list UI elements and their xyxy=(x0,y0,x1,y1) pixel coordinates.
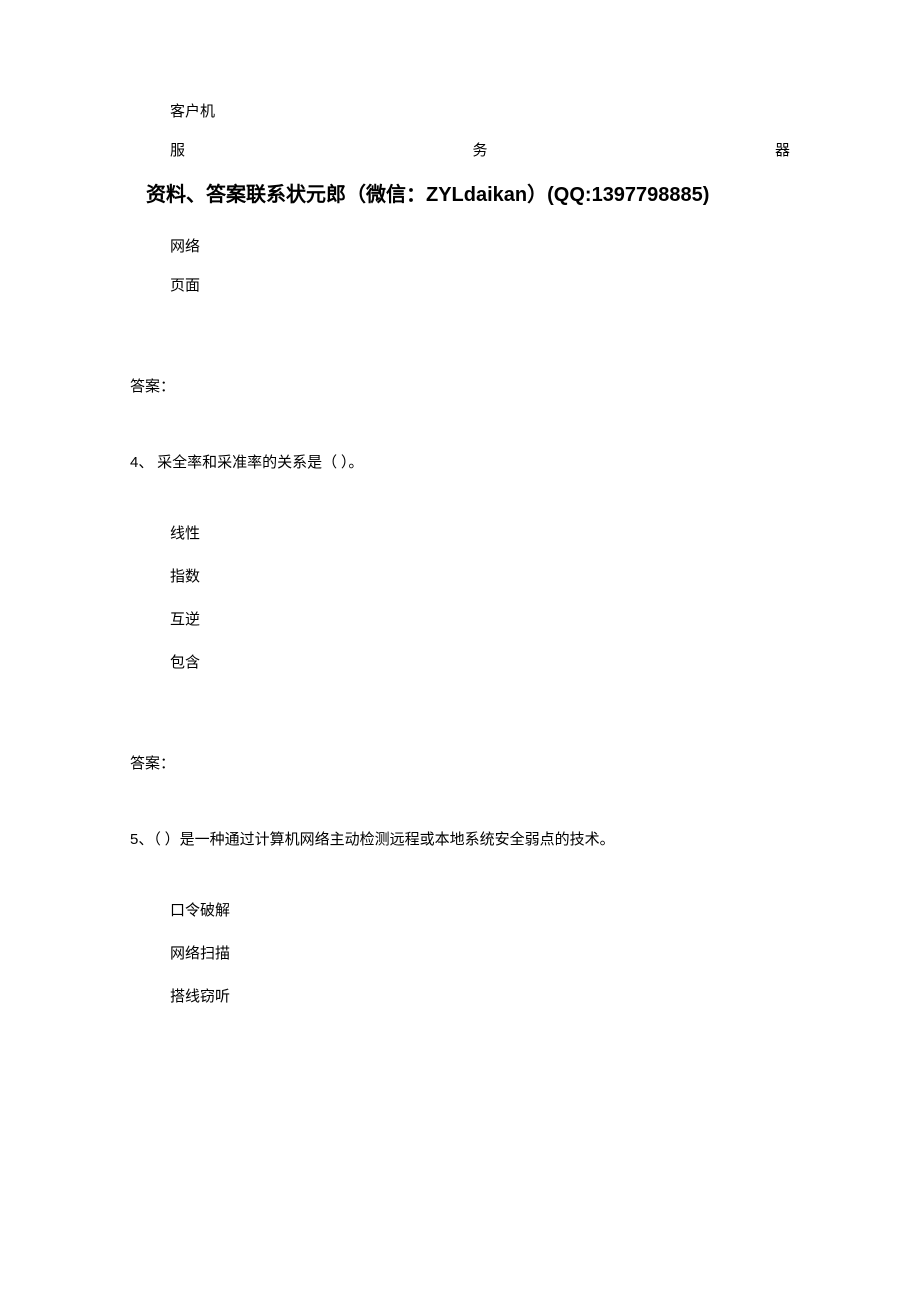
q4-options: 线性 指数 互逆 包含 xyxy=(130,522,790,672)
justified-char-3: 器 xyxy=(775,139,790,160)
contact-heading: 资料、答案联系状元郎（微信：ZYLdaikan）(QQ:1397798885) xyxy=(130,178,790,207)
q5-number: 5、 xyxy=(130,831,153,848)
q4-option-a: 线性 xyxy=(130,522,790,543)
q5-option-a: 口令破解 xyxy=(130,899,790,920)
justified-char-1: 服 xyxy=(170,139,185,160)
q4-number: 4、 xyxy=(130,454,153,471)
q5-option-b: 网络扫描 xyxy=(130,942,790,963)
q4-text: 采全率和采准率的关系是（ ）。 xyxy=(153,455,363,471)
q5-option-c: 搭线窃听 xyxy=(130,985,790,1006)
q3-option-client: 客户机 xyxy=(130,100,790,121)
q3-option-server: 服 务 器 xyxy=(130,139,790,160)
q3-answer-label: 答案： xyxy=(130,375,790,396)
q4-option-d: 包含 xyxy=(130,651,790,672)
justified-char-2: 务 xyxy=(472,139,487,160)
q3-option-network: 网络 xyxy=(130,235,790,256)
q4-option-b: 指数 xyxy=(130,565,790,586)
q5-options: 口令破解 网络扫描 搭线窃听 xyxy=(130,899,790,1006)
q3-option-page: 页面 xyxy=(130,274,790,295)
q4-option-c: 互逆 xyxy=(130,608,790,629)
q4-question: 4、 采全率和采准率的关系是（ ）。 xyxy=(130,451,790,472)
q5-question: 5、（ ）是一种通过计算机网络主动检测远程或本地系统安全弱点的技术。 xyxy=(130,828,790,849)
q4-answer-label: 答案： xyxy=(130,752,790,773)
q5-text: （ ）是一种通过计算机网络主动检测远程或本地系统安全弱点的技术。 xyxy=(153,832,614,848)
